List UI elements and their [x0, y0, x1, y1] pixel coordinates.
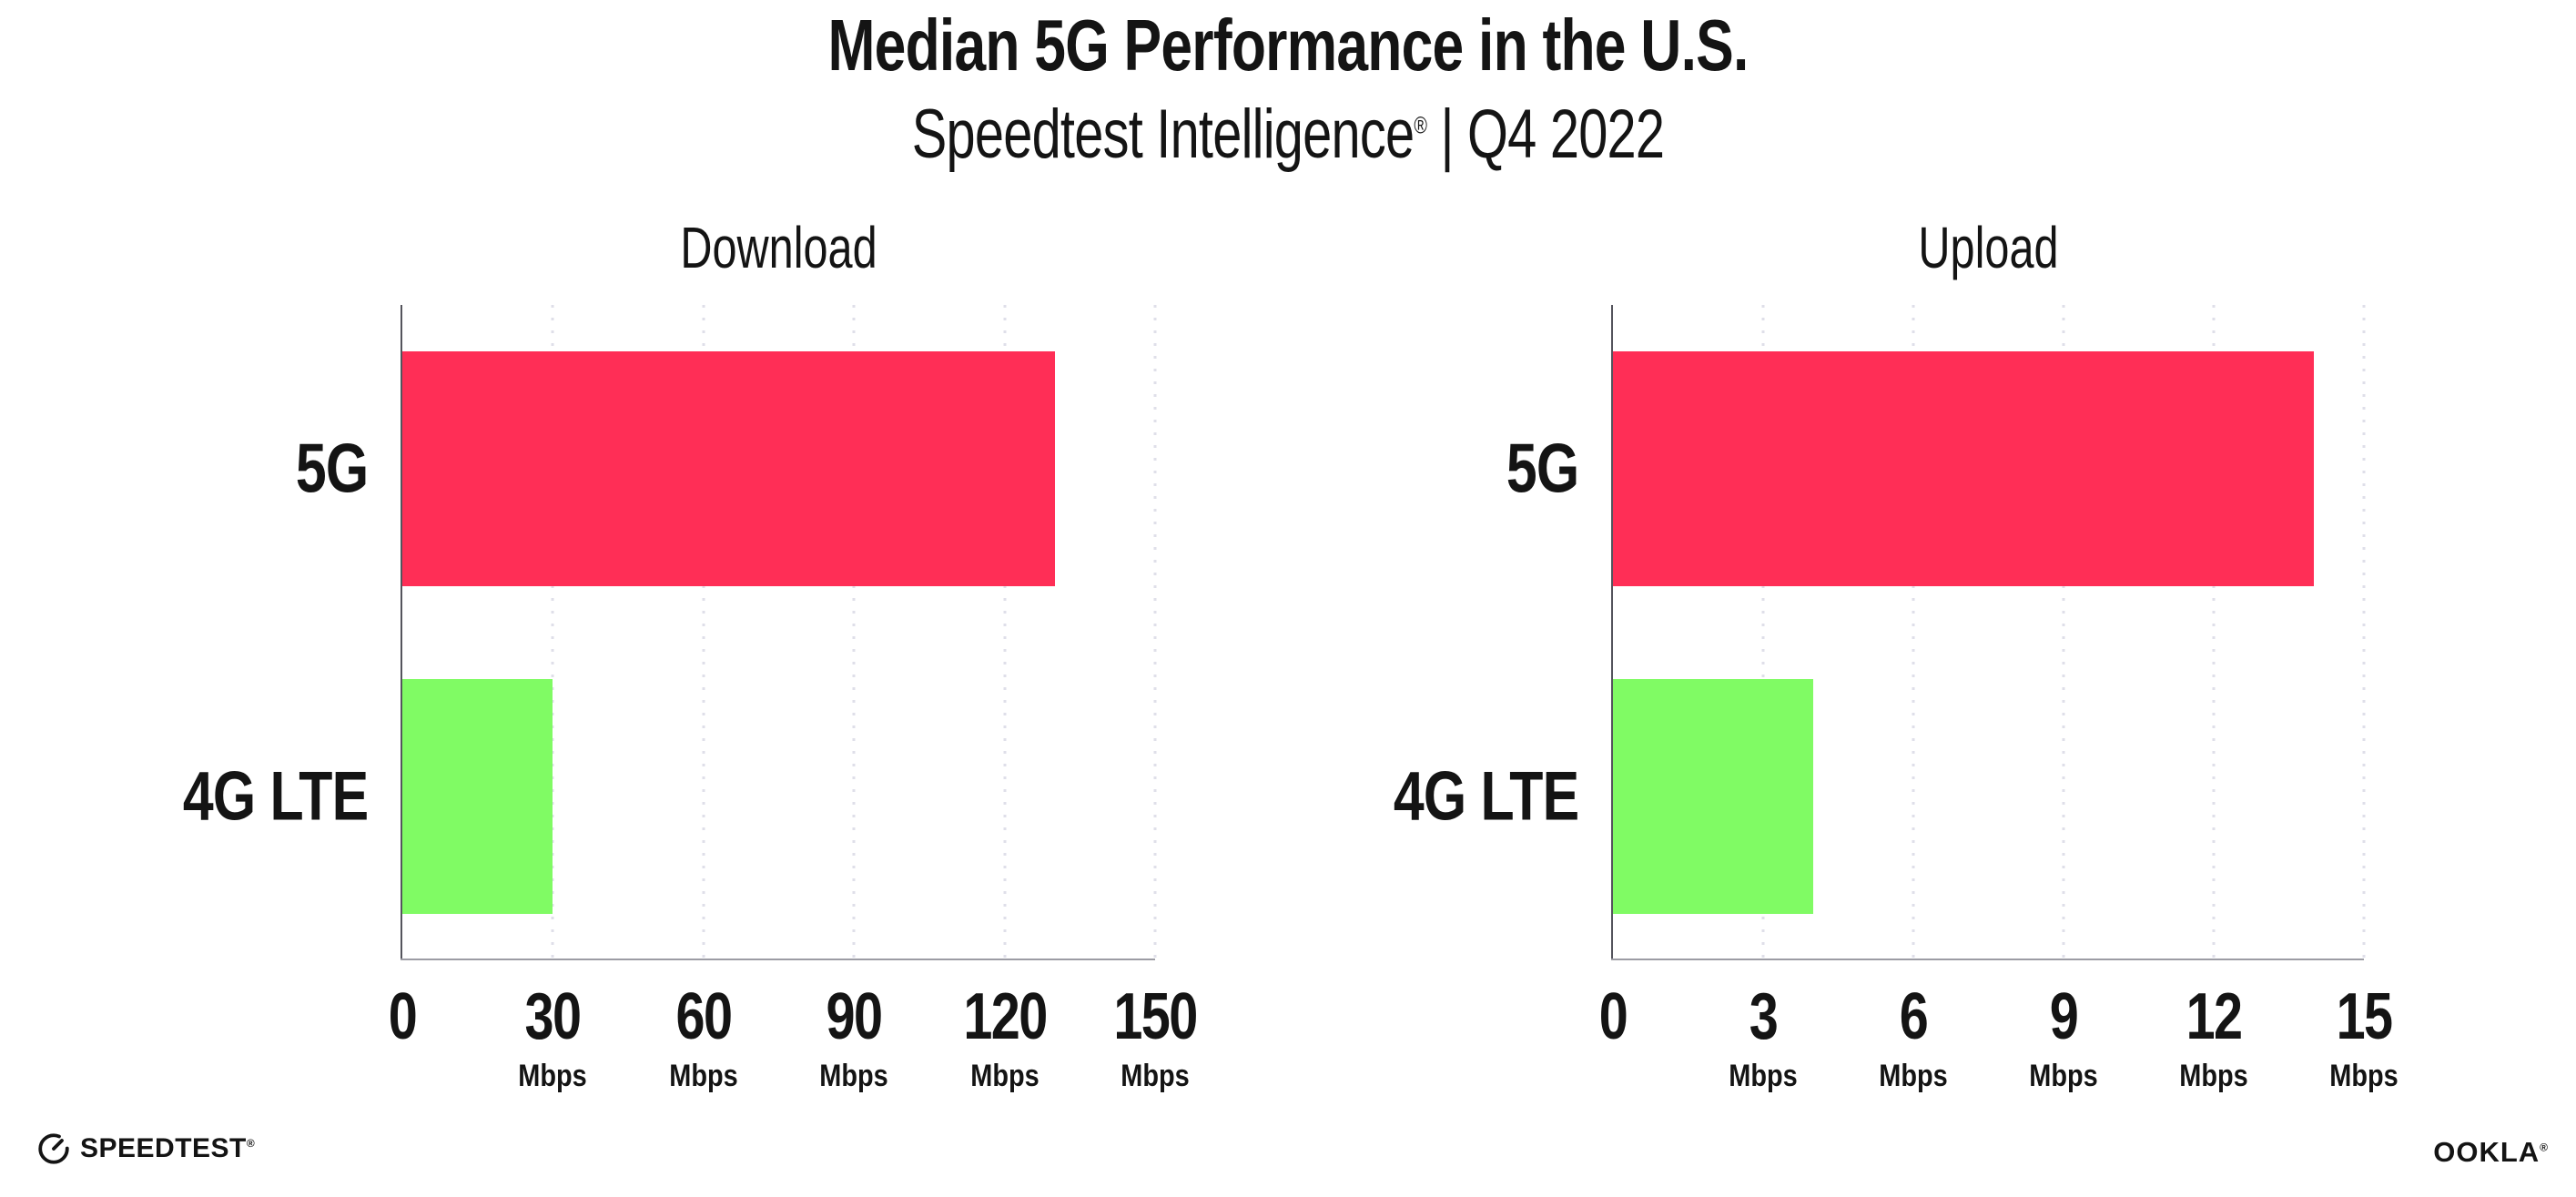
subtitle-period: | Q4 2022: [1426, 96, 1665, 173]
bar-4g-lte: [402, 679, 553, 914]
x-tick-label: 0: [385, 984, 420, 1050]
x-tick-label: 90 Mbps: [814, 984, 895, 1091]
x-tick-unit: Mbps: [518, 1059, 588, 1093]
x-tick-value: 30: [524, 980, 582, 1053]
x-tick-unit: Mbps: [2029, 1059, 2098, 1093]
gridline: [2362, 305, 2366, 959]
x-tick-label: 12 Mbps: [2174, 984, 2255, 1091]
x-tick-value: 6: [1899, 980, 1929, 1053]
bar-4g-lte: [1613, 679, 1813, 914]
download-chart: Download 5G 4G LTE 0 30 Mbps 60 Mbps 90 Mbps 120 M…: [182, 215, 1198, 1091]
gridline: [2062, 305, 2065, 959]
x-tick-unit: Mbps: [1879, 1059, 1948, 1093]
speedtest-registered-icon: ®: [246, 1137, 256, 1150]
page-title: Median 5G Performance in the U.S.: [827, 5, 1749, 86]
x-tick-value: 15: [2336, 980, 2393, 1053]
gridline: [2212, 305, 2216, 959]
bar-5g: [1613, 351, 2314, 586]
gridline: [551, 305, 554, 959]
x-tick-label: 9 Mbps: [2023, 984, 2104, 1091]
gridline: [852, 305, 856, 959]
gridline: [702, 305, 705, 959]
upload-x-axis: [1611, 959, 2364, 960]
x-tick-value: 150: [1113, 980, 1198, 1053]
x-tick-unit: Mbps: [669, 1059, 738, 1093]
bar-5g: [402, 351, 1055, 586]
x-tick-unit: Mbps: [819, 1059, 888, 1093]
registered-trademark-icon: ®: [1414, 111, 1427, 139]
x-tick-label: 6 Mbps: [1873, 984, 1954, 1091]
x-tick-unit: Mbps: [1121, 1059, 1190, 1093]
download-chart-title: Download: [680, 215, 877, 280]
x-tick-label: 60 Mbps: [663, 984, 744, 1091]
row-label-4g-lte: 4G LTE: [1393, 757, 1578, 836]
x-tick-value: 9: [2049, 980, 2079, 1053]
speedtest-gauge-icon: [38, 1133, 69, 1164]
x-tick-label: 3 Mbps: [1723, 984, 1804, 1091]
x-tick-label: 30 Mbps: [512, 984, 593, 1091]
x-tick-value: 60: [675, 980, 732, 1053]
upload-y-axis: [1611, 305, 1613, 959]
row-label-5g: 5G: [295, 430, 368, 508]
row-label-5g: 5G: [1506, 430, 1578, 508]
x-tick-label: 0: [1596, 984, 1630, 1050]
x-tick-label: 15 Mbps: [2324, 984, 2405, 1091]
gridline: [1912, 305, 1915, 959]
x-tick-value: 90: [826, 980, 883, 1053]
x-tick-value: 12: [2186, 980, 2243, 1053]
row-label-4g-lte: 4G LTE: [182, 757, 368, 836]
download-y-axis: [401, 305, 402, 959]
x-tick-value: 0: [388, 980, 418, 1053]
x-tick-label: 120 Mbps: [953, 984, 1057, 1091]
speedtest-logo: SPEEDTEST®: [36, 1131, 255, 1166]
speedtest-wordmark: SPEEDTEST®: [80, 1133, 256, 1163]
x-tick-value: 0: [1598, 980, 1628, 1053]
subtitle-brand: Speedtest Intelligence: [911, 96, 1415, 173]
page-subtitle: Speedtest Intelligence® | Q4 2022: [309, 95, 2267, 174]
ookla-wordmark: OOKLA: [2433, 1136, 2541, 1168]
x-tick-unit: Mbps: [2179, 1059, 2248, 1093]
gridline: [1153, 305, 1157, 959]
x-tick-unit: Mbps: [969, 1059, 1040, 1093]
x-tick-unit: Mbps: [1729, 1059, 1798, 1093]
ookla-registered-icon: ®: [2540, 1141, 2549, 1154]
ookla-logo: OOKLA®: [2433, 1136, 2549, 1169]
download-x-axis: [401, 959, 1155, 960]
gridline: [1003, 305, 1007, 959]
x-tick-value: 3: [1749, 980, 1779, 1053]
upload-chart: Upload 5G 4G LTE 0 3 Mbps 6 Mbps 9 Mbps 12 Mbps 15 M…: [1393, 215, 2398, 1091]
x-tick-unit: Mbps: [2329, 1059, 2399, 1093]
gridline: [1761, 305, 1765, 959]
x-tick-value: 120: [962, 980, 1048, 1053]
x-tick-label: 150 Mbps: [1103, 984, 1207, 1091]
upload-chart-title: Upload: [1918, 215, 2059, 280]
